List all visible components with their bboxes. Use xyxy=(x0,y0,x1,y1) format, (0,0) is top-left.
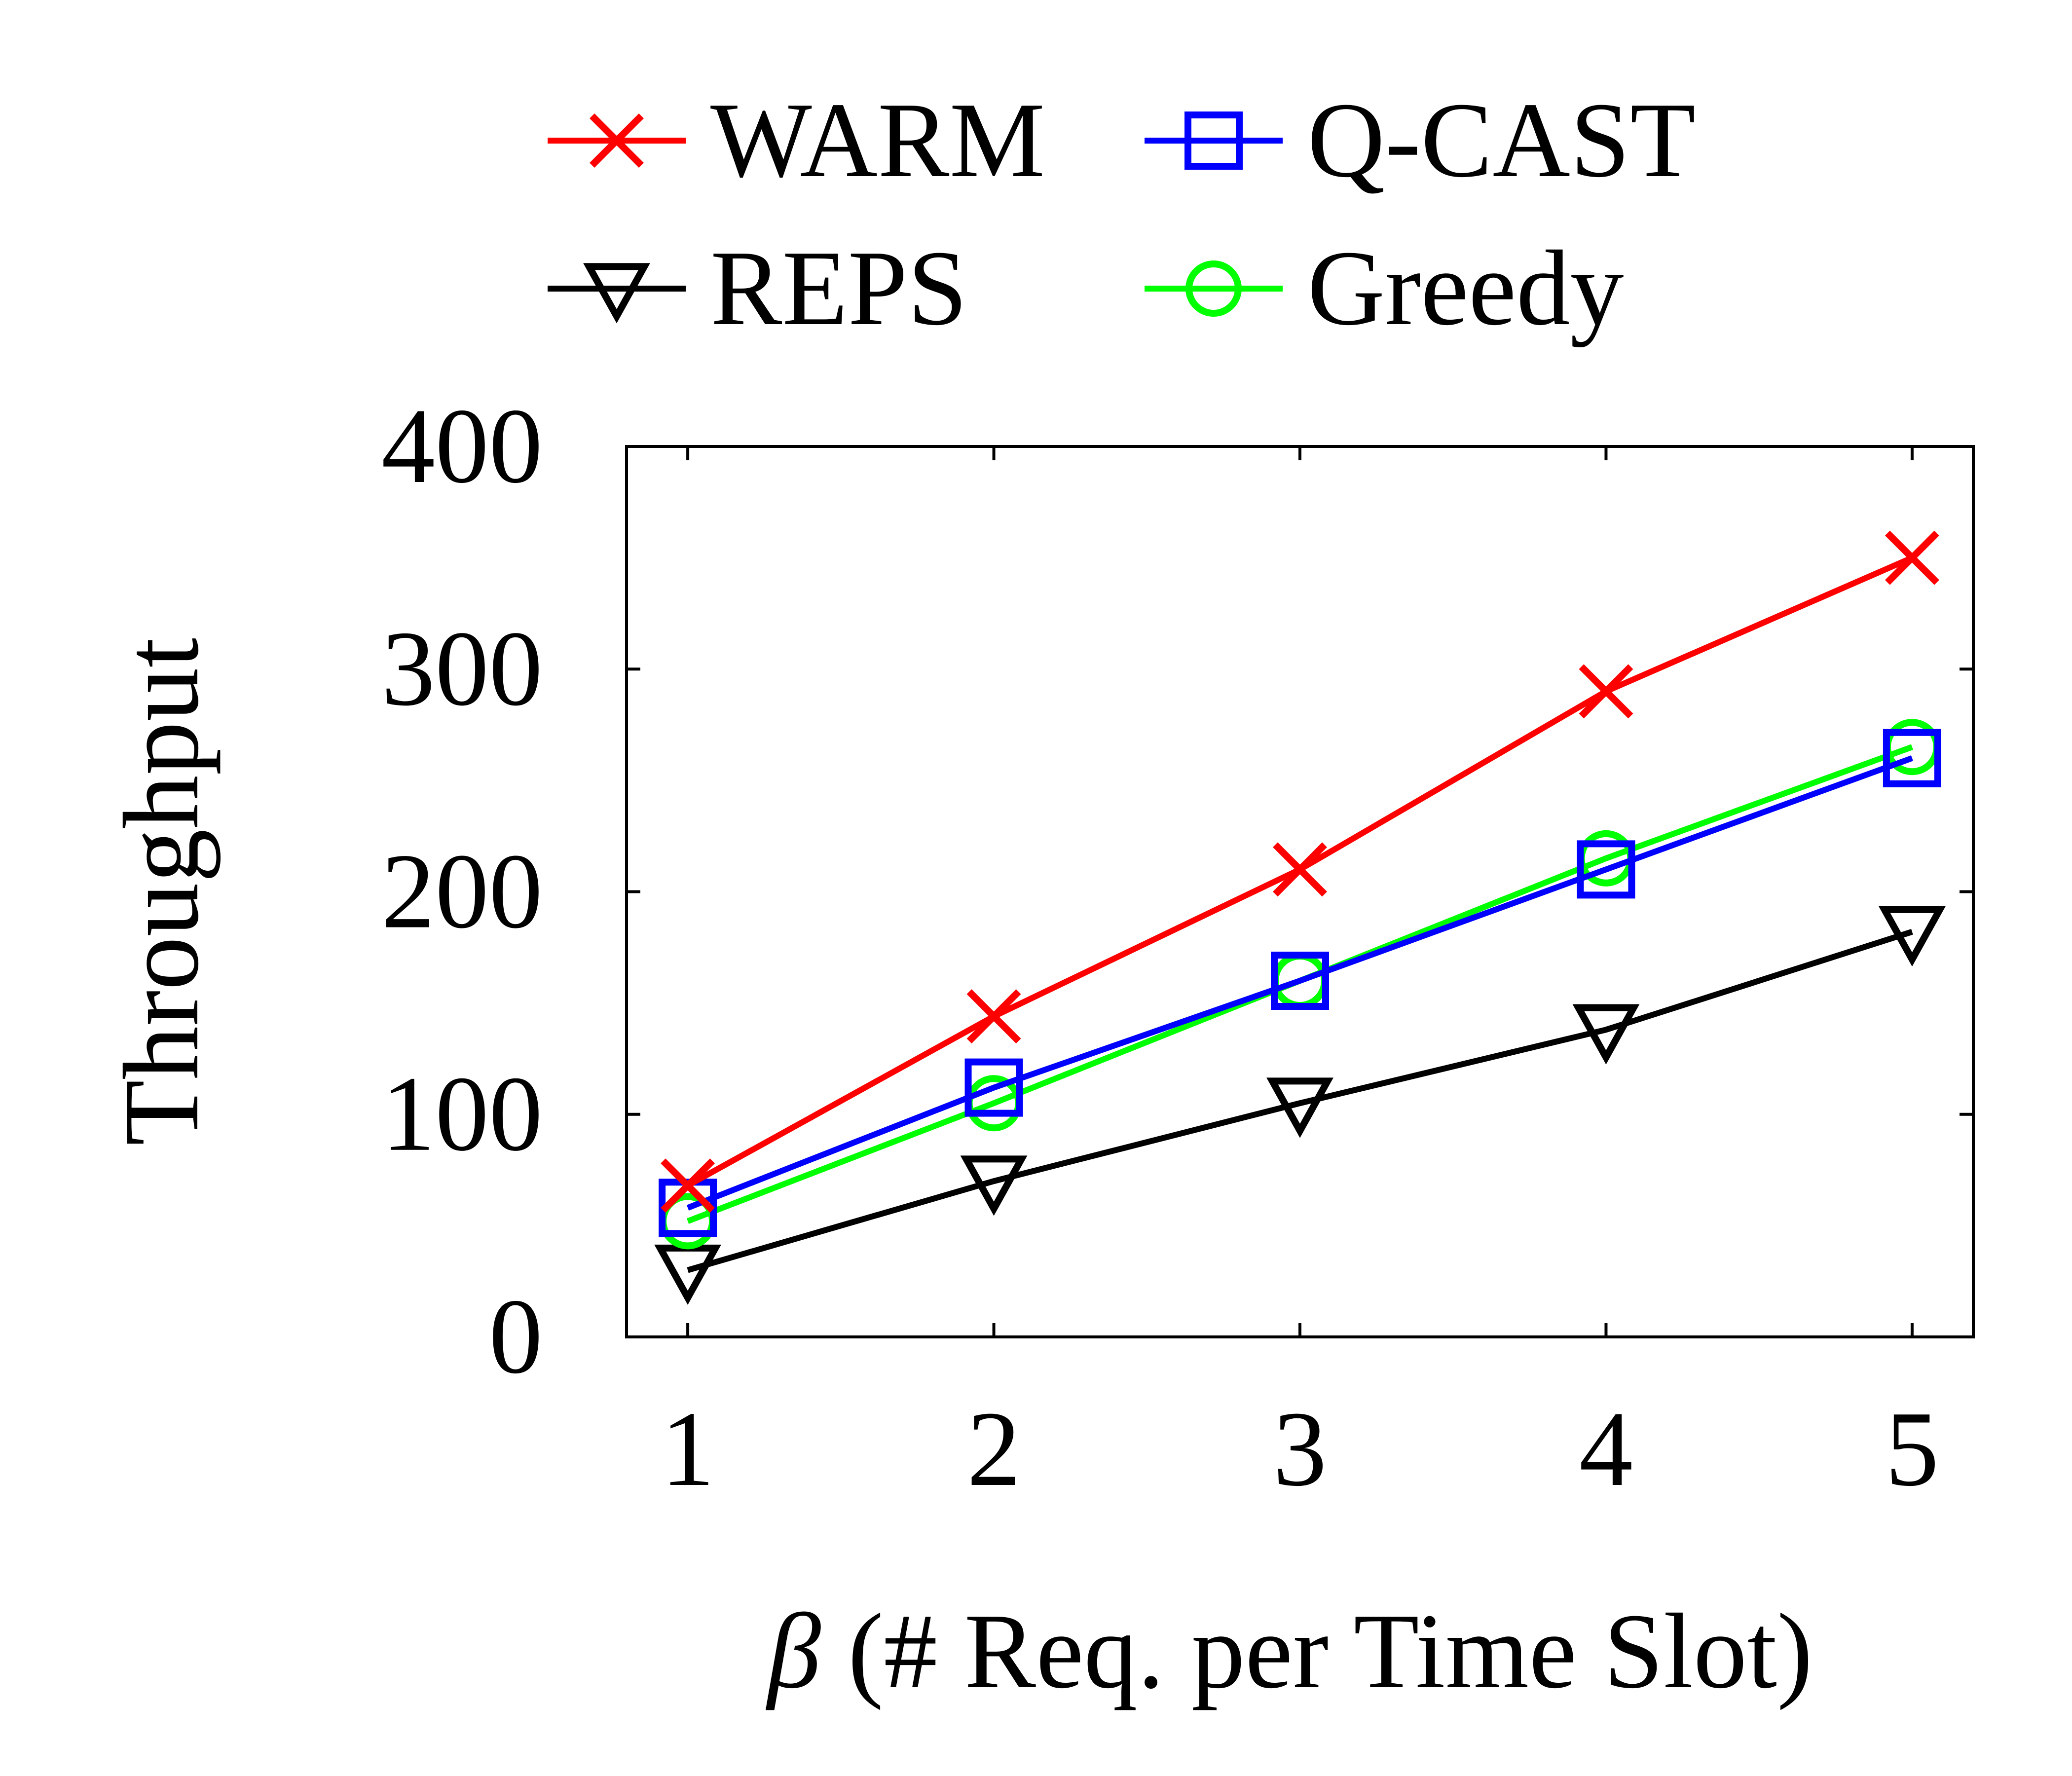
data-point-warm xyxy=(661,1158,715,1213)
x-tick-label: 3 xyxy=(1273,1390,1327,1509)
legend-item-q-cast: Q-CAST xyxy=(1145,81,1696,200)
series-line-greedy xyxy=(686,744,1913,1224)
data-point-warm xyxy=(1885,530,1939,585)
data-point-mark-reps xyxy=(1572,1004,1640,1065)
series-q-cast xyxy=(659,729,1941,1237)
series-line-reps xyxy=(687,929,1913,1273)
legend-item-greedy: Greedy xyxy=(1145,229,1624,348)
x-tick-label: 4 xyxy=(1579,1390,1633,1509)
series-warm xyxy=(661,530,1939,1213)
data-point-reps xyxy=(960,1155,1028,1216)
data-point-warm xyxy=(966,989,1021,1044)
data-point-mark-reps xyxy=(654,1244,721,1305)
legend: WARM Q-CAST REPS Greedy xyxy=(548,81,1696,348)
data-point-warm xyxy=(1273,842,1327,897)
data-point-q-cast xyxy=(1883,729,1941,787)
data-point-mark-warm xyxy=(1885,530,1939,585)
data-point-q-cast xyxy=(1577,840,1635,899)
x-axis-label: β (# Req. per Time Slot) xyxy=(765,1592,1813,1711)
data-point-mark-reps xyxy=(960,1155,1028,1216)
data-point-mark-q-cast xyxy=(1271,952,1329,1010)
legend-swatch-marker xyxy=(1185,260,1242,317)
data-point-reps xyxy=(1879,906,1946,967)
y-tick-label: 300 xyxy=(381,609,543,728)
y-tick-label: 400 xyxy=(381,387,543,506)
legend-label: Greedy xyxy=(1307,229,1624,348)
legend-swatch-marker xyxy=(590,113,644,168)
x-axis-label-symbol: β xyxy=(765,1592,821,1711)
data-point-warm xyxy=(1579,664,1633,719)
series-line-q-cast xyxy=(686,755,1913,1211)
x-tick-label: 5 xyxy=(1885,1390,1939,1509)
legend-label: REPS xyxy=(710,229,967,348)
data-point-mark-q-cast xyxy=(1883,729,1941,787)
data-point-mark-warm xyxy=(1273,842,1327,897)
legend-label: WARM xyxy=(710,81,1045,200)
data-point-reps xyxy=(1572,1004,1640,1065)
axis-ticks: 1 2 3 4 5 0 100 200 300 400 xyxy=(381,387,1973,1509)
y-axis-label: Throughput xyxy=(102,638,221,1146)
legend-item-reps: REPS xyxy=(548,229,967,348)
data-point-q-cast xyxy=(964,1058,1023,1117)
data-point-q-cast xyxy=(1271,952,1329,1010)
data-point-mark-q-cast xyxy=(964,1058,1023,1117)
x-axis-label-text: (# Req. per Time Slot) xyxy=(821,1592,1813,1711)
series-layer xyxy=(654,530,1946,1305)
data-point-mark-reps xyxy=(1266,1077,1333,1138)
legend-swatch-marker xyxy=(583,263,650,324)
y-tick-label: 200 xyxy=(381,832,543,951)
legend-label: Q-CAST xyxy=(1307,81,1696,200)
legend-item-warm: WARM xyxy=(548,81,1045,200)
data-point-mark-q-cast xyxy=(1577,840,1635,899)
data-point-mark-warm xyxy=(661,1158,715,1213)
data-point-mark-warm xyxy=(966,989,1021,1044)
x-tick-label: 2 xyxy=(967,1390,1021,1509)
data-point-reps xyxy=(654,1244,721,1305)
x-tick-label: 1 xyxy=(661,1390,715,1509)
legend-swatch-marker xyxy=(1184,111,1243,170)
data-point-reps xyxy=(1266,1077,1333,1138)
y-tick-label: 100 xyxy=(381,1055,543,1174)
y-tick-label: 0 xyxy=(489,1277,543,1396)
data-point-mark-reps xyxy=(1879,906,1946,967)
data-point-mark-warm xyxy=(1579,664,1633,719)
plot-area-frame xyxy=(625,445,1975,1338)
series-reps xyxy=(654,906,1946,1305)
